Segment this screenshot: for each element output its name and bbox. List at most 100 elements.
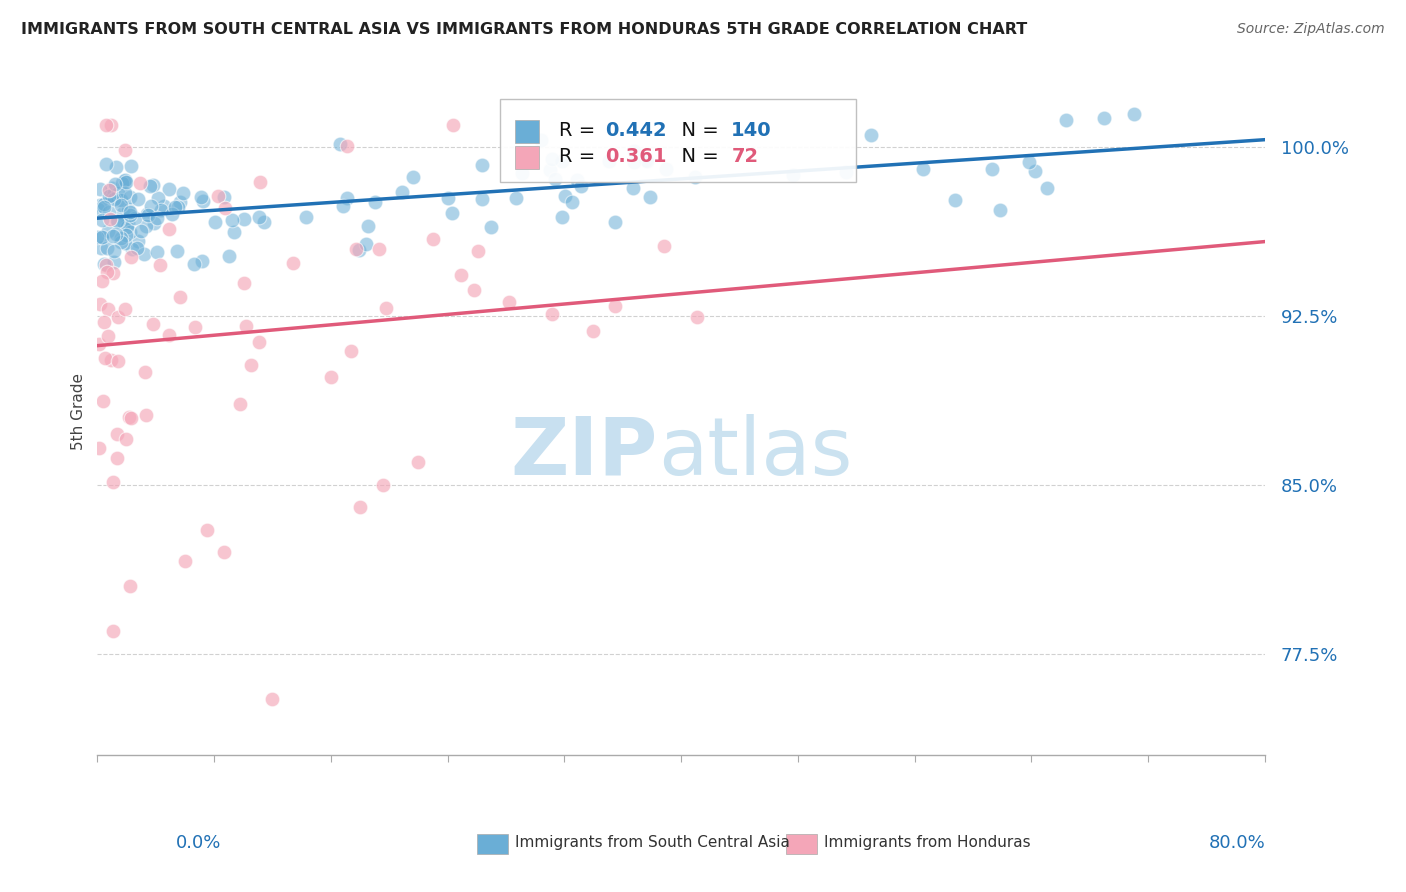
Point	[634, 153, 657, 167]
Point	[103, 192, 125, 206]
Point	[253, 215, 276, 229]
Point	[150, 203, 173, 218]
Text: N =: N =	[669, 120, 725, 140]
Point	[623, 144, 645, 158]
Point	[118, 190, 141, 204]
Point	[101, 624, 124, 638]
Point	[115, 433, 138, 447]
Point	[174, 553, 197, 567]
Point	[93, 315, 115, 329]
FancyBboxPatch shape	[477, 834, 508, 854]
Point	[249, 175, 271, 189]
Y-axis label: 5th Grade: 5th Grade	[72, 373, 86, 450]
Point	[1122, 106, 1144, 120]
Point	[138, 178, 160, 193]
Point	[329, 137, 352, 152]
Point	[565, 173, 588, 187]
Point	[195, 523, 218, 537]
Point	[990, 203, 1012, 218]
Point	[233, 211, 256, 226]
Point	[636, 154, 658, 169]
Point	[943, 193, 966, 207]
Point	[157, 328, 180, 343]
Point	[114, 236, 136, 251]
Point	[357, 219, 380, 234]
Point	[222, 225, 245, 239]
Text: 140: 140	[731, 120, 772, 140]
Point	[169, 194, 191, 209]
Point	[145, 244, 167, 259]
Point	[111, 205, 134, 219]
Point	[91, 394, 114, 409]
Point	[105, 214, 128, 228]
Point	[110, 235, 132, 250]
Point	[603, 299, 626, 313]
Text: atlas: atlas	[658, 414, 852, 491]
Point	[169, 290, 191, 304]
Point	[214, 201, 236, 215]
Text: Source: ZipAtlas.com: Source: ZipAtlas.com	[1237, 22, 1385, 37]
Point	[86, 229, 108, 244]
Point	[247, 210, 270, 224]
Point	[97, 224, 120, 238]
Point	[142, 178, 165, 192]
Point	[90, 241, 112, 255]
Point	[100, 118, 122, 132]
Point	[90, 230, 112, 244]
Point	[110, 194, 132, 208]
Point	[436, 191, 458, 205]
Point	[89, 182, 111, 196]
Point	[538, 162, 561, 177]
Point	[623, 154, 645, 169]
Point	[98, 212, 121, 227]
Point	[554, 188, 576, 202]
Point	[120, 579, 142, 593]
Point	[471, 158, 494, 172]
Point	[112, 177, 135, 191]
Point	[218, 249, 240, 263]
Point	[422, 232, 444, 246]
Point	[463, 284, 485, 298]
Point	[221, 213, 243, 227]
Point	[1024, 164, 1046, 178]
Point	[118, 225, 141, 239]
Point	[336, 139, 359, 153]
Point	[118, 205, 141, 219]
Point	[115, 175, 138, 189]
Point	[93, 200, 115, 214]
Point	[114, 143, 136, 157]
Point	[479, 219, 502, 234]
Point	[118, 208, 141, 222]
Point	[114, 186, 136, 201]
Text: Immigrants from Honduras: Immigrants from Honduras	[824, 836, 1031, 850]
Point	[114, 173, 136, 187]
Point	[262, 691, 284, 706]
Point	[103, 178, 125, 192]
Point	[686, 310, 709, 324]
Point	[145, 211, 167, 225]
Point	[103, 255, 125, 269]
Point	[96, 241, 118, 255]
Point	[214, 189, 236, 203]
Point	[294, 211, 316, 225]
Point	[157, 222, 180, 236]
Point	[782, 168, 804, 182]
Point	[450, 268, 472, 282]
Point	[105, 451, 128, 466]
Point	[184, 319, 207, 334]
Point	[540, 307, 562, 321]
Point	[89, 441, 111, 455]
Point	[467, 244, 489, 258]
Point	[621, 181, 644, 195]
Point	[336, 191, 359, 205]
Point	[1036, 181, 1059, 195]
FancyBboxPatch shape	[516, 146, 538, 169]
Point	[344, 242, 367, 256]
Point	[229, 397, 252, 411]
Point	[107, 310, 129, 325]
Point	[135, 219, 157, 234]
Point	[107, 354, 129, 368]
Text: 72: 72	[731, 147, 758, 166]
Point	[94, 351, 117, 365]
Point	[640, 189, 662, 203]
